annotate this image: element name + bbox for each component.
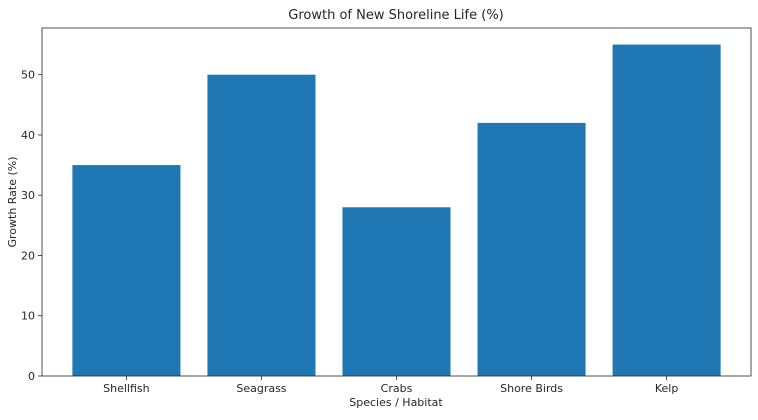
y-tick-label: 30 bbox=[21, 189, 35, 202]
x-axis-ticks: Shellfish Seagrass Crabs Shore Birds Kelp bbox=[103, 376, 678, 395]
y-tick-label: 0 bbox=[28, 370, 35, 383]
x-tick-label: Seagrass bbox=[236, 382, 286, 395]
y-axis-ticks: 0 10 20 30 40 50 bbox=[21, 69, 42, 383]
x-axis-label: Species / Habitat bbox=[349, 396, 443, 409]
y-axis-label: Growth Rate (%) bbox=[6, 156, 19, 247]
bar-shellfish bbox=[72, 165, 181, 376]
y-tick-label: 40 bbox=[21, 129, 35, 142]
x-tick-label: Shore Birds bbox=[500, 382, 563, 395]
x-tick-label: Shellfish bbox=[103, 382, 149, 395]
bars-group bbox=[72, 44, 721, 376]
y-tick-label: 50 bbox=[21, 69, 35, 82]
bar-crabs bbox=[342, 207, 451, 376]
x-tick-label: Kelp bbox=[655, 382, 678, 395]
bar-shore-birds bbox=[477, 122, 586, 376]
chart-title: Growth of New Shoreline Life (%) bbox=[288, 8, 504, 23]
y-tick-label: 20 bbox=[21, 249, 35, 262]
bar-seagrass bbox=[207, 74, 316, 376]
bar-kelp bbox=[612, 44, 721, 376]
plot-frame bbox=[41, 27, 752, 377]
y-tick-label: 10 bbox=[21, 310, 35, 323]
x-tick-label: Crabs bbox=[381, 382, 413, 395]
